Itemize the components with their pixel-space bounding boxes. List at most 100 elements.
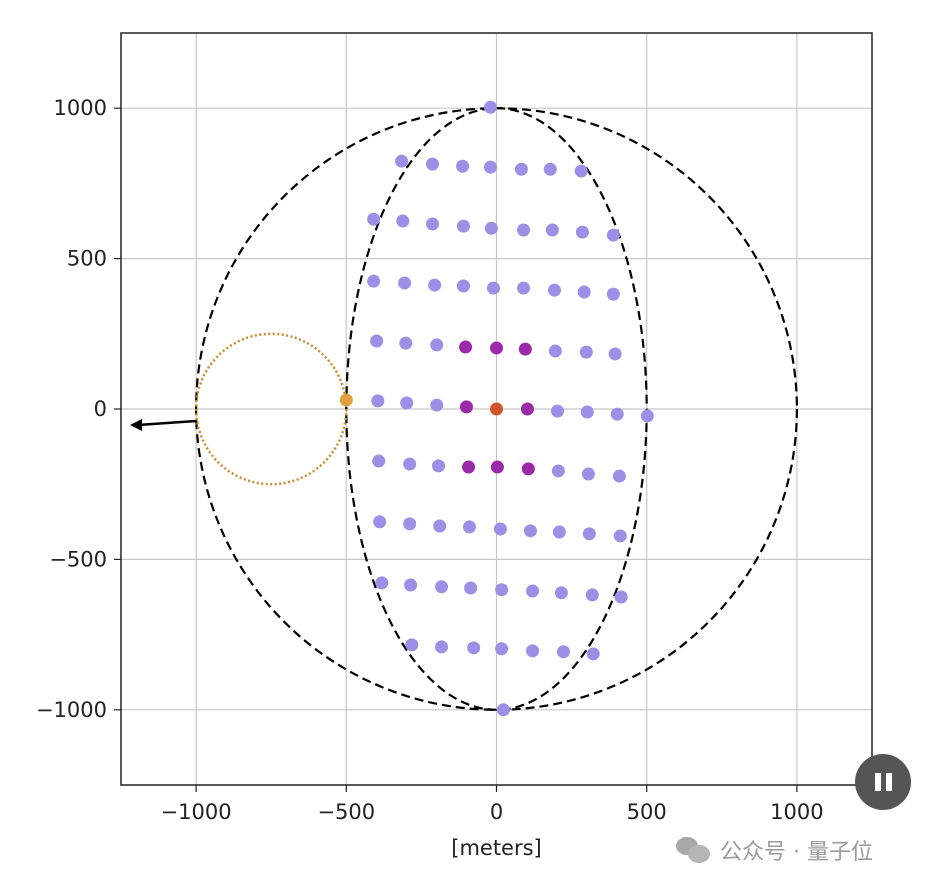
outer-point-marker [545, 223, 559, 237]
outer-point-marker [398, 276, 412, 290]
outer-point-marker [462, 520, 476, 534]
outer-point-marker [396, 214, 410, 228]
small-orbit-circle [194, 332, 348, 486]
inner-point-marker [521, 462, 535, 476]
outer-point-marker [640, 409, 654, 423]
outer-point-marker [428, 278, 442, 292]
arrow-head [130, 418, 143, 431]
outer-point-marker [575, 225, 589, 239]
pause-icon [874, 773, 881, 791]
outer-point-marker [554, 586, 568, 600]
outer-point-marker [430, 338, 444, 352]
outer-point-marker [574, 164, 588, 178]
outer-point-marker [585, 588, 599, 602]
outer-point-marker [426, 157, 440, 171]
inner-point-marker [462, 460, 476, 474]
outer-point-marker [610, 407, 624, 421]
inner-point-marker [520, 402, 534, 416]
outer-point-marker [483, 100, 497, 114]
outer-point-marker [373, 515, 387, 529]
outer-point-marker [486, 281, 500, 295]
outer-point-marker [435, 640, 449, 654]
inner-point-marker [490, 460, 504, 474]
outer-point-marker [606, 287, 620, 301]
outer-point-marker [517, 281, 531, 295]
outer-point-marker [543, 162, 557, 176]
inner-point-marker [518, 342, 532, 356]
outer-point-marker [580, 405, 594, 419]
outer-point-marker [523, 524, 537, 538]
outer-point-marker [495, 583, 509, 597]
outer-point-marker [612, 469, 626, 483]
outer-point-marker [586, 647, 600, 661]
outer-point-marker [550, 404, 564, 418]
watermark-text: 公众号 · 量子位 [720, 840, 873, 865]
outer-point-marker [430, 398, 444, 412]
pause-icon-bar [885, 773, 892, 791]
outer-point-marker [577, 285, 591, 299]
outer-point-marker [372, 454, 386, 468]
outer-point-marker [579, 345, 593, 359]
outer-point-marker [556, 645, 570, 659]
inner-point-marker [459, 400, 473, 414]
outer-point-marker [400, 396, 414, 410]
outer-point-marker [426, 217, 440, 231]
outer-point-marker [404, 578, 418, 592]
outer-point-marker [456, 219, 470, 233]
y-tick-label: 1000 [54, 96, 107, 120]
outer-point-marker [552, 525, 566, 539]
outer-point-marker [484, 221, 498, 235]
outer-point-marker [582, 527, 596, 541]
outer-point-marker [399, 336, 413, 350]
y-tick-label: 0 [94, 397, 107, 421]
inner-point-marker [490, 341, 503, 355]
outer-point-marker [608, 347, 622, 361]
pause-button[interactable] [855, 754, 911, 810]
outer-point-marker [467, 641, 481, 655]
outer-point-marker [514, 162, 528, 176]
x-tick-label: −1000 [161, 800, 232, 824]
outer-point-marker [435, 580, 449, 594]
y-tick-label: 500 [67, 247, 107, 271]
outer-point-marker [371, 394, 385, 408]
outer-point-marker [367, 212, 381, 226]
arrow-shaft [137, 419, 197, 427]
x-axis-label: [meters] [451, 836, 542, 860]
y-tick-label: −1000 [36, 698, 107, 722]
x-tick-label: −500 [317, 800, 375, 824]
outer-point-marker [370, 334, 384, 348]
watermark: 公众号 · 量子位 [676, 834, 873, 866]
outer-point-marker [551, 464, 565, 478]
outer-point-marker [547, 283, 561, 297]
center-point-marker [490, 402, 503, 416]
y-tick-label: −500 [49, 547, 107, 571]
outer-point-marker [613, 529, 627, 543]
outer-point-marker [526, 644, 540, 658]
outer-point-marker [483, 160, 497, 174]
outer-point-marker [405, 638, 419, 652]
inner-point-marker [459, 340, 473, 354]
outer-point-marker [495, 642, 509, 656]
outer-point-marker [395, 154, 409, 168]
outer-point-marker [432, 459, 446, 473]
plot-frame [120, 32, 873, 786]
outer-point-marker [456, 279, 470, 293]
outer-point-marker [496, 703, 510, 717]
outer-point-marker [433, 519, 447, 533]
x-tick-label: 0 [490, 800, 503, 824]
outer-point-marker [526, 584, 540, 598]
outer-point-marker [403, 517, 417, 531]
outer-point-marker [581, 467, 595, 481]
outer-point-marker [548, 344, 562, 358]
outer-point-marker [456, 159, 470, 173]
outer-point-marker [464, 581, 478, 595]
wechat-icon [676, 837, 712, 863]
outer-point-marker [375, 576, 389, 590]
outer-point-marker [403, 457, 417, 471]
outer-point-marker [493, 522, 507, 536]
outer-point-marker [517, 223, 531, 237]
outer-point-marker [614, 590, 628, 604]
outer-point-marker [367, 274, 381, 288]
outer-point-marker [606, 228, 620, 242]
